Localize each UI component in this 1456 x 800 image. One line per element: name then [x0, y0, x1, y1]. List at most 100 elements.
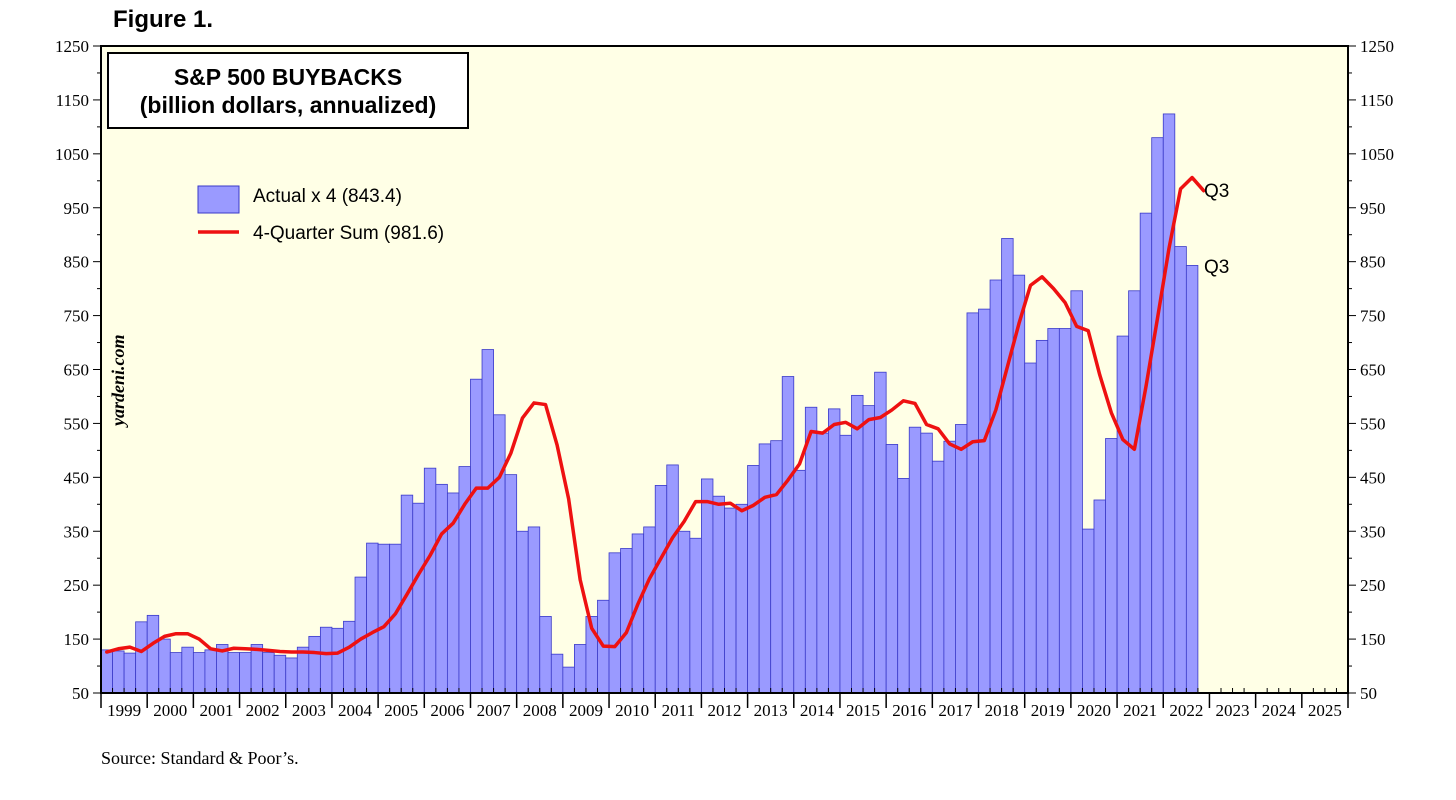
bar	[539, 616, 552, 694]
bar	[319, 626, 333, 694]
x-tick-label: 2004	[338, 701, 373, 720]
bar	[377, 543, 391, 694]
x-tick-label: 2019	[1031, 701, 1065, 720]
bar	[273, 654, 287, 694]
bar	[966, 312, 979, 694]
x-tick-label: 2025	[1308, 701, 1342, 720]
bar	[643, 526, 656, 694]
y-tick-label-right: 450	[1360, 468, 1386, 487]
source-note: Source: Standard & Poor’s.	[101, 748, 299, 768]
actual-bars	[100, 113, 1199, 694]
x-tick-label: 2013	[754, 701, 788, 720]
bar	[550, 653, 564, 694]
bar	[735, 503, 748, 694]
bar	[781, 376, 795, 694]
axis-ticks: 50 50 150 150 250 250 350 350 450 450 550 550 650 650…	[55, 37, 1394, 720]
x-tick-label: 2017	[938, 701, 973, 720]
bar	[955, 424, 968, 694]
bar	[897, 478, 910, 694]
y-tick-label-right: 1050	[1360, 145, 1394, 164]
x-tick-label: 2021	[1123, 701, 1157, 720]
y-tick-label-left: 450	[64, 468, 90, 487]
x-tick-label: 2011	[662, 701, 695, 720]
bar	[1070, 290, 1083, 694]
bar	[1116, 335, 1130, 694]
bar	[169, 652, 183, 694]
y-tick-label-right: 250	[1360, 576, 1386, 595]
y-tick-label-left: 250	[64, 576, 90, 595]
bar	[1151, 137, 1164, 694]
bar	[908, 426, 922, 694]
bar	[989, 279, 1003, 694]
x-tick-label: 2020	[1077, 701, 1111, 720]
bar	[123, 652, 137, 694]
title-box: S&P 500 BUYBACKS (billion dollars, annua…	[107, 52, 469, 129]
bar	[192, 652, 206, 694]
bar	[862, 405, 876, 694]
x-tick-label: 2018	[985, 701, 1019, 720]
bar	[1139, 212, 1153, 694]
bar	[978, 308, 991, 694]
bar	[885, 444, 899, 694]
bar	[666, 464, 679, 694]
legend-line-label: 4-Quarter Sum (981.6)	[253, 223, 444, 244]
bar	[296, 646, 310, 694]
x-tick-label: 2016	[892, 701, 926, 720]
bar	[527, 526, 541, 694]
plot-frame	[100, 45, 1349, 694]
bar	[100, 649, 113, 694]
bar	[747, 465, 760, 694]
x-tick-label: 2015	[846, 701, 880, 720]
legend-bar-swatch	[197, 185, 240, 214]
bar	[1128, 290, 1141, 694]
q3-bar-label: Q3	[1204, 257, 1229, 278]
four-quarter-sum-line	[105, 175, 1206, 656]
watermark: yardeni.com	[108, 335, 128, 429]
x-tick-label: 2003	[292, 701, 326, 720]
bar	[920, 432, 933, 694]
bar	[828, 408, 841, 694]
bar	[204, 649, 217, 694]
x-tick-label: 2009	[569, 701, 603, 720]
bar	[493, 414, 506, 694]
y-tick-label-right: 50	[1360, 684, 1377, 703]
y-tick-label-right: 750	[1360, 307, 1386, 326]
bar	[504, 474, 518, 694]
bar	[793, 469, 806, 694]
y-tick-label-left: 950	[64, 199, 90, 218]
y-tick-label-left: 550	[64, 414, 90, 433]
y-tick-label-right: 650	[1360, 361, 1386, 380]
bar	[712, 495, 725, 694]
y-tick-label-left: 350	[64, 522, 90, 541]
bar	[412, 502, 425, 694]
x-tick-label: 2010	[615, 701, 649, 720]
bar	[574, 644, 587, 694]
bar	[1174, 246, 1187, 694]
y-tick-label-left: 150	[64, 630, 90, 649]
bar	[227, 652, 240, 694]
y-tick-label-left: 1250	[55, 37, 89, 56]
x-tick-label: 2023	[1216, 701, 1250, 720]
q3-line-label: Q3	[1204, 181, 1229, 202]
x-tick-label: 2008	[523, 701, 557, 720]
x-tick-label: 2001	[199, 701, 233, 720]
bar	[516, 530, 529, 694]
bar	[689, 537, 702, 694]
x-tick-label: 2005	[384, 701, 418, 720]
bar	[435, 483, 448, 694]
bar	[943, 440, 956, 694]
y-tick-label-right: 150	[1360, 630, 1386, 649]
x-tick-label: 2012	[708, 701, 742, 720]
bar	[423, 467, 437, 694]
y-tick-label-right: 850	[1360, 253, 1386, 272]
bar	[1105, 438, 1118, 694]
bar	[158, 638, 171, 694]
y-tick-label-left: 650	[64, 361, 90, 380]
bar	[816, 432, 829, 694]
bar	[239, 652, 252, 694]
bar	[1024, 362, 1037, 694]
y-tick-label-right: 550	[1360, 414, 1386, 433]
bar	[1082, 528, 1095, 694]
y-tick-label-left: 50	[72, 684, 89, 703]
